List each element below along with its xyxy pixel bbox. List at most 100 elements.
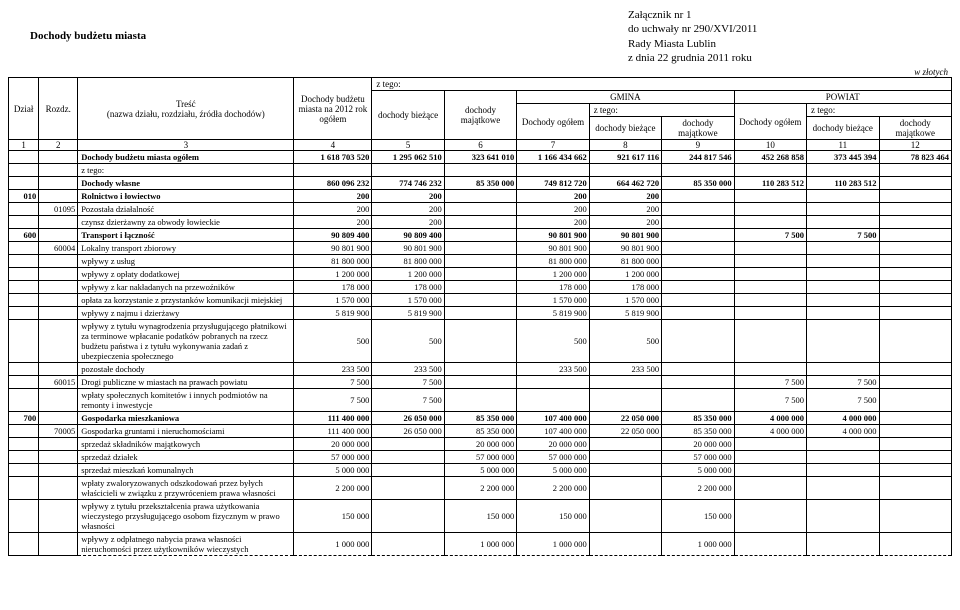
cell-value <box>807 438 879 451</box>
cell-value: 200 <box>517 203 589 216</box>
cell-value <box>807 477 879 500</box>
cell-value: 1 570 000 <box>589 294 661 307</box>
cell-value <box>734 255 806 268</box>
cell-value: 1 200 000 <box>517 268 589 281</box>
hdr-ztego-top: z tego: <box>372 78 952 91</box>
cell-value: 200 <box>589 190 661 203</box>
cell-value <box>444 164 516 177</box>
cell-dzial <box>9 216 39 229</box>
colnum-8: 8 <box>589 140 661 151</box>
hdr-doch-budzet: Dochody budżetu miasta na 2012 rok ogółe… <box>294 78 372 140</box>
cell-value <box>734 451 806 464</box>
cell-value <box>807 268 879 281</box>
cell-rozdz <box>39 151 78 164</box>
cell-value: 90 801 900 <box>372 242 444 255</box>
attachment-line3: Rady Miasta Lublin <box>628 37 952 51</box>
cell-rozdz: 60004 <box>39 242 78 255</box>
hdr-gm-ztego: z tego: <box>589 104 734 117</box>
hdr-gm2-biezace: dochody bieżące <box>589 117 661 140</box>
hdr-tresc: Treść (nazwa działu, rozdziału, źródła d… <box>78 78 294 140</box>
cell-value: 500 <box>589 320 661 363</box>
cell-value <box>662 320 734 363</box>
cell-value: 110 283 512 <box>807 177 879 190</box>
cell-value: 150 000 <box>517 500 589 533</box>
cell-value <box>372 500 444 533</box>
cell-value: 7 500 <box>372 376 444 389</box>
cell-value <box>879 177 952 190</box>
hdr-pw-ogolem: Dochody ogółem <box>734 104 806 140</box>
table-row: sprzedaż działek57 000 00057 000 00057 0… <box>9 451 952 464</box>
cell-value <box>372 164 444 177</box>
cell-value: 90 801 900 <box>294 242 372 255</box>
table-row: 700Gospodarka mieszkaniowa111 400 00026 … <box>9 412 952 425</box>
cell-dzial <box>9 164 39 177</box>
cell-value <box>734 477 806 500</box>
cell-value: 57 000 000 <box>662 451 734 464</box>
cell-value <box>807 307 879 320</box>
cell-rozdz <box>39 268 78 281</box>
cell-value: 1 000 000 <box>517 533 589 556</box>
cell-tresc: sprzedaż składników majątkowych <box>78 438 294 451</box>
cell-value <box>662 255 734 268</box>
cell-value: 5 000 000 <box>662 464 734 477</box>
cell-tresc: wpływy z tytułu przekształcenia prawa uż… <box>78 500 294 533</box>
cell-value <box>879 190 952 203</box>
budget-table: Dział Rozdz. Treść (nazwa działu, rozdzi… <box>8 77 952 556</box>
cell-rozdz <box>39 451 78 464</box>
cell-value <box>879 320 952 363</box>
table-row: wpływy z tytułu wynagrodzenia przysługuj… <box>9 320 952 363</box>
table-row: 60004Lokalny transport zbiorowy90 801 90… <box>9 242 952 255</box>
cell-value <box>662 203 734 216</box>
cell-value: 4 000 000 <box>734 425 806 438</box>
hdr-gm-ogolem: Dochody ogółem <box>517 104 589 140</box>
cell-value <box>879 281 952 294</box>
cell-value: 1 200 000 <box>372 268 444 281</box>
cell-value <box>444 255 516 268</box>
cell-rozdz <box>39 363 78 376</box>
cell-value: 7 500 <box>294 376 372 389</box>
cell-tresc: Transport i łączność <box>78 229 294 242</box>
attachment-line2: do uchwały nr 290/XVI/2011 <box>628 22 952 36</box>
cell-value <box>589 464 661 477</box>
cell-value: 200 <box>372 203 444 216</box>
cell-value <box>734 242 806 255</box>
cell-value <box>734 438 806 451</box>
hdr-powiat: POWIAT <box>734 91 951 104</box>
cell-value <box>589 533 661 556</box>
cell-dzial <box>9 363 39 376</box>
cell-value: 90 801 900 <box>589 242 661 255</box>
cell-value: 90 801 900 <box>517 229 589 242</box>
cell-rozdz: 01095 <box>39 203 78 216</box>
cell-value: 233 500 <box>517 363 589 376</box>
hdr-gmina: GMINA <box>517 91 734 104</box>
cell-value: 90 801 900 <box>517 242 589 255</box>
cell-tresc: opłata za korzystanie z przystanków komu… <box>78 294 294 307</box>
cell-value: 90 809 400 <box>372 229 444 242</box>
table-row: wpływy z usług81 800 00081 800 00081 800… <box>9 255 952 268</box>
cell-value <box>879 412 952 425</box>
cell-rozdz <box>39 216 78 229</box>
cell-value <box>517 389 589 412</box>
cell-value: 57 000 000 <box>294 451 372 464</box>
cell-value: 107 400 000 <box>517 412 589 425</box>
hdr-gm-majatkowe: dochody majątkowe <box>444 91 516 140</box>
cell-value: 200 <box>372 216 444 229</box>
cell-value: 5 000 000 <box>517 464 589 477</box>
cell-value: 5 819 900 <box>372 307 444 320</box>
cell-value: 1 000 000 <box>294 533 372 556</box>
cell-value: 85 350 000 <box>444 177 516 190</box>
cell-value: 85 350 000 <box>444 425 516 438</box>
cell-value <box>662 242 734 255</box>
cell-value <box>662 190 734 203</box>
cell-value <box>372 438 444 451</box>
cell-value <box>879 363 952 376</box>
cell-value <box>734 281 806 294</box>
cell-value: 7 500 <box>734 376 806 389</box>
cell-value: 57 000 000 <box>517 451 589 464</box>
cell-value: 81 800 000 <box>372 255 444 268</box>
currency-note: w złotych <box>8 67 948 77</box>
cell-value: 921 617 116 <box>589 151 661 164</box>
hdr-pw-ztego: z tego: <box>807 104 952 117</box>
cell-value: 200 <box>294 203 372 216</box>
cell-value <box>662 389 734 412</box>
